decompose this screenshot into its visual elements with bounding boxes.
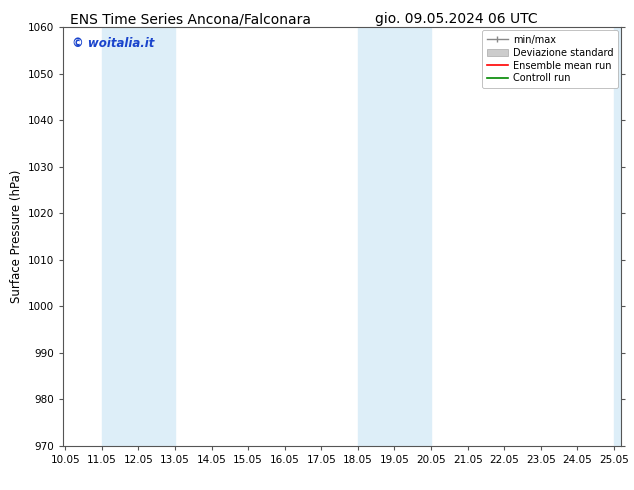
Text: © woitalia.it: © woitalia.it — [72, 37, 154, 50]
Legend: min/max, Deviazione standard, Ensemble mean run, Controll run: min/max, Deviazione standard, Ensemble m… — [482, 30, 618, 88]
Text: ENS Time Series Ancona/Falconara: ENS Time Series Ancona/Falconara — [70, 12, 311, 26]
Bar — [614, 27, 621, 446]
Y-axis label: Surface Pressure (hPa): Surface Pressure (hPa) — [10, 170, 23, 303]
Bar — [102, 27, 175, 446]
Bar — [358, 27, 431, 446]
Text: gio. 09.05.2024 06 UTC: gio. 09.05.2024 06 UTC — [375, 12, 538, 26]
